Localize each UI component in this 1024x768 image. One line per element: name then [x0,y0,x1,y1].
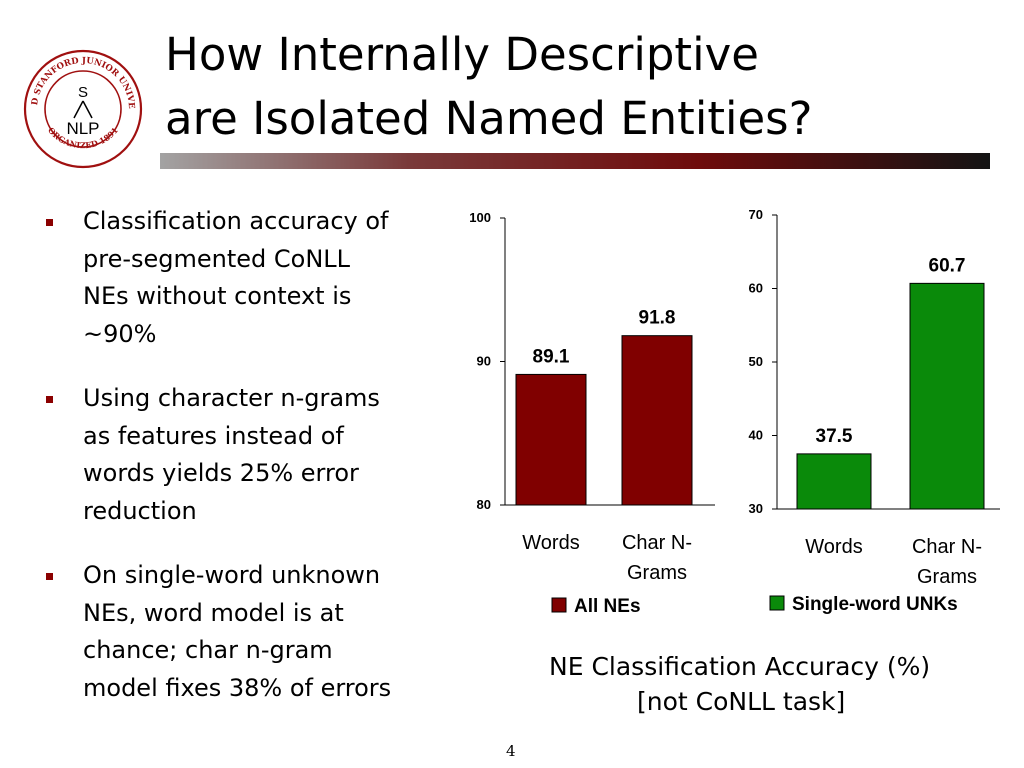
y-tick-label: 50 [749,354,763,369]
x-category-label: Words [805,536,862,558]
legend-swatch [769,595,785,611]
bullet-text-line: pre-segmented CoNLL [83,244,351,273]
bar-value-label: 91.8 [639,308,676,329]
seal-letter: S [78,84,88,101]
bar-value-label: 37.5 [816,426,853,447]
bullet-item: On single-word unknown NEs, word model is… [40,557,450,707]
bullet-marker-icon [46,573,53,580]
seal-outer-ring [23,49,143,169]
x-category-label: Grams [917,566,977,588]
bar [909,282,985,510]
chart-caption-line-2: [not CoNLL task] [637,687,846,716]
bullet-text-line: NEs without context is [83,282,352,310]
bar [621,335,693,506]
bullet-text-line: Classification accuracy of [83,207,389,235]
y-tick-label: 60 [749,281,763,296]
slide-title-line-2: are Isolated Named Entities? [165,92,813,145]
seal-label: NLP [66,119,99,138]
y-tick-label: 70 [749,207,763,222]
legend-label: All NEs [574,596,641,617]
x-category-label: Words [522,532,579,554]
y-tick-label: 90 [477,354,491,369]
bullet-text-line: model fixes 38% of errors [83,673,392,702]
legend-label: Single-word UNKs [792,594,958,615]
bullet-marker-icon [46,219,53,226]
title-divider [160,153,990,169]
legend-swatch [551,597,567,613]
page-number: 4 [506,742,516,760]
bullet-text-line: as features instead of [83,421,344,450]
y-tick-label: 80 [477,497,491,512]
y-tick-label: 100 [469,210,491,225]
seal-inner-ring [44,70,122,148]
bar [796,453,872,510]
bullet-item: Classification accuracy of pre-segmented … [40,203,450,353]
bar [515,373,587,506]
stanford-nlp-seal: LELAND STANFORD JUNIOR UNIVERSITY ORGANI… [22,48,143,169]
bar-value-label: 60.7 [929,255,966,276]
bullet-text-line: ~90% [83,319,157,348]
seal-tree-icon [73,100,93,119]
x-category-label: Grams [627,562,687,584]
x-category-label: Char N- [622,532,692,554]
bullet-list: Classification accuracy of pre-segmented … [40,203,450,734]
x-category-label: Char N- [912,536,982,558]
bar-chart-1: 80 90 100 89.1 Words 91.8 Char N- Grams All NEs [469,210,715,617]
bullet-text-line: words yields 25% error [83,459,359,487]
y-tick-label: 30 [749,501,763,516]
chart-caption-line-1: NE Classification Accuracy (%) [549,652,931,681]
slide-title-line-1: How Internally Descriptive [165,28,759,81]
y-tick-label: 40 [749,428,763,443]
bar-chart-2: 30 40 50 60 70 37.5 Words 60.7 Char N- Grams Singl… [749,207,1000,615]
bullet-marker-icon [46,396,53,403]
bullet-text-line: chance; char n-gram [83,636,333,664]
bullet-text-line: NEs, word model is at [83,598,344,627]
bullet-text-line: On single-word unknown [83,561,381,589]
bullet-text-line: reduction [83,496,197,525]
bar-value-label: 89.1 [533,346,570,367]
bullet-item: Using character n-grams as features inste… [40,380,450,530]
bullet-text-line: Using character n-grams [83,384,380,412]
